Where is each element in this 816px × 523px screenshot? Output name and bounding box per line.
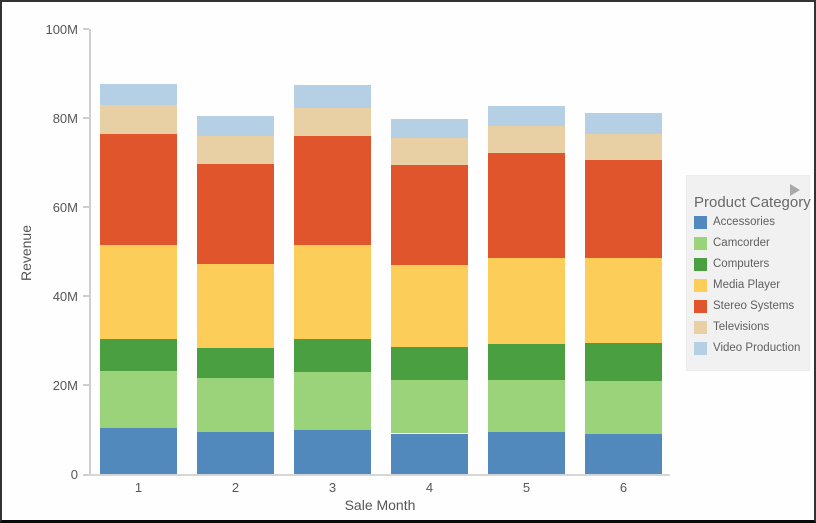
y-axis-tick (83, 295, 89, 298)
bar-segment-video-production-month-6[interactable] (585, 113, 662, 135)
legend-swatch-icon (694, 257, 707, 271)
bar-segment-video-production-month-5[interactable] (488, 106, 565, 127)
bar-segment-camcorder-month-2[interactable] (197, 378, 274, 433)
bar-segment-stereo-systems-month-3[interactable] (294, 136, 371, 245)
legend-item-label: Accessories (713, 216, 775, 228)
legend-panel: Product Category Accessories Camcorder Com… (686, 175, 811, 371)
legend-item-label: Computers (713, 258, 770, 270)
bar-segment-accessories-month-2[interactable] (197, 432, 274, 475)
y-axis-tick (83, 117, 89, 120)
legend-item-video-production[interactable]: Video Production (694, 338, 809, 358)
bar-segment-computers-month-6[interactable] (585, 343, 662, 382)
bar-segment-computers-month-1[interactable] (100, 339, 177, 372)
bar-segment-computers-month-5[interactable] (488, 343, 565, 380)
y-axis-tick (83, 206, 89, 209)
legend-title: Product Category (694, 194, 811, 211)
bar-segment-video-production-month-2[interactable] (197, 116, 274, 137)
bar-segment-video-production-month-1[interactable] (100, 84, 177, 106)
legend-swatch-icon (694, 320, 707, 334)
bar-segment-televisions-month-6[interactable] (585, 134, 662, 160)
x-axis-tick-label: 6 (619, 480, 628, 495)
legend-expand-arrow-icon[interactable] (790, 184, 800, 196)
bar-segment-televisions-month-1[interactable] (100, 105, 177, 135)
bar-segment-televisions-month-4[interactable] (391, 138, 468, 165)
legend-item-label: Camcorder (713, 237, 770, 249)
x-axis-line (89, 474, 670, 476)
bar-segment-accessories-month-1[interactable] (100, 428, 177, 475)
bar-segment-accessories-month-3[interactable] (294, 429, 371, 475)
bar-segment-camcorder-month-3[interactable] (294, 372, 371, 430)
legend-swatch-icon (694, 341, 707, 355)
y-axis-tick-label: 60M (52, 199, 78, 215)
bar-segment-camcorder-month-1[interactable] (100, 371, 177, 429)
y-axis-line (89, 29, 91, 475)
legend-item-label: Stereo Systems (713, 300, 795, 312)
y-axis-tick-label: 80M (52, 110, 78, 126)
legend-item-televisions[interactable]: Televisions (694, 317, 809, 337)
bar-segment-stereo-systems-month-1[interactable] (100, 134, 177, 245)
bar-segment-televisions-month-2[interactable] (197, 136, 274, 164)
bar-segment-camcorder-month-6[interactable] (585, 381, 662, 435)
bar-segment-stereo-systems-month-6[interactable] (585, 159, 662, 259)
x-axis-tick-label: 3 (328, 480, 337, 495)
bar-segment-computers-month-3[interactable] (294, 339, 371, 373)
bar-segment-stereo-systems-month-5[interactable] (488, 153, 565, 258)
bar-segment-accessories-month-6[interactable] (585, 434, 662, 475)
legend-item-computers[interactable]: Computers (694, 254, 809, 274)
y-axis-tick (83, 473, 89, 476)
bar-segment-media-player-month-5[interactable] (488, 257, 565, 344)
bar-segment-accessories-month-4[interactable] (391, 433, 468, 475)
bar-segment-computers-month-2[interactable] (197, 347, 274, 379)
legend-item-label: Media Player (713, 279, 781, 291)
y-axis-tick-label: 20M (52, 377, 78, 393)
legend-swatch-icon (694, 278, 707, 292)
legend-swatch-icon (694, 236, 707, 250)
legend-item-label: Televisions (713, 321, 770, 333)
bar-segment-stereo-systems-month-2[interactable] (197, 163, 274, 265)
x-axis-tick-label: 4 (425, 480, 434, 495)
legend-items: Accessories Camcorder Computers Media Playe… (694, 212, 809, 358)
bar-segment-video-production-month-3[interactable] (294, 85, 371, 109)
y-axis-tick (83, 384, 89, 387)
bar-segment-computers-month-4[interactable] (391, 347, 468, 380)
bar-segment-camcorder-month-4[interactable] (391, 379, 468, 434)
bar-segment-media-player-month-2[interactable] (197, 264, 274, 348)
legend-item-stereo-systems[interactable]: Stereo Systems (694, 296, 809, 316)
legend-item-media-player[interactable]: Media Player (694, 275, 809, 295)
bar-segment-media-player-month-6[interactable] (585, 258, 662, 344)
bar-segment-video-production-month-4[interactable] (391, 119, 468, 139)
legend-swatch-icon (694, 299, 707, 313)
x-axis-title: Sale Month (344, 497, 416, 513)
x-axis-tick-label: 5 (522, 480, 531, 495)
bar-segment-accessories-month-5[interactable] (488, 432, 565, 475)
bar-segment-media-player-month-4[interactable] (391, 264, 468, 348)
bar-segment-media-player-month-3[interactable] (294, 244, 371, 340)
legend-swatch-icon (694, 215, 707, 229)
y-axis-tick-label: 100M (45, 21, 78, 37)
bar-segment-televisions-month-3[interactable] (294, 108, 371, 137)
legend-item-accessories[interactable]: Accessories (694, 212, 809, 232)
x-axis-tick-label: 1 (134, 480, 143, 495)
y-axis-tick (83, 28, 89, 30)
legend-item-label: Video Production (713, 342, 801, 354)
bar-segment-televisions-month-5[interactable] (488, 126, 565, 154)
bar-segment-media-player-month-1[interactable] (100, 244, 177, 340)
y-axis-tick-label: 40M (52, 288, 78, 304)
x-axis-tick-label: 2 (231, 480, 240, 495)
legend-item-camcorder[interactable]: Camcorder (694, 233, 809, 253)
y-axis-title: Revenue (18, 224, 34, 282)
bar-segment-camcorder-month-5[interactable] (488, 379, 565, 433)
y-axis-tick-label: 0 (70, 467, 78, 482)
bar-segment-stereo-systems-month-4[interactable] (391, 164, 468, 265)
